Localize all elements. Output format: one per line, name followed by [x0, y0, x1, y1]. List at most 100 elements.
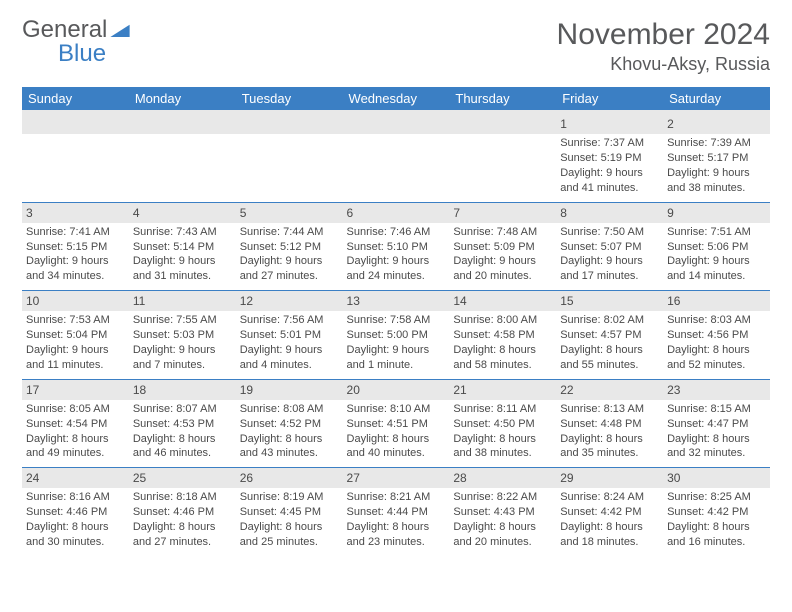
day-number: 26	[236, 468, 343, 488]
sunset-text: Sunset: 5:03 PM	[133, 328, 232, 343]
day-number: 21	[449, 380, 556, 400]
day-cell: 29Sunrise: 8:24 AMSunset: 4:42 PMDayligh…	[556, 468, 663, 556]
sunrise-text: Sunrise: 7:55 AM	[133, 313, 232, 328]
day-cell: 7Sunrise: 7:48 AMSunset: 5:09 PMDaylight…	[449, 202, 556, 291]
day-cell: 3 Sunrise: 7:41 AMSunset: 5:15 PMDaylight…	[22, 202, 129, 291]
daylight-text: Daylight: 8 hours and 40 minutes.	[347, 432, 446, 462]
calendar-body: 1Sunrise: 7:37 AMSunset: 5:19 PMDaylight…	[22, 110, 770, 556]
sunrise-text: Sunrise: 7:56 AM	[240, 313, 339, 328]
col-wednesday: Wednesday	[343, 87, 450, 110]
day-number: 22	[556, 380, 663, 400]
day-cell: 27Sunrise: 8:21 AMSunset: 4:44 PMDayligh…	[343, 468, 450, 556]
month-title: November 2024	[557, 18, 770, 52]
sunset-text: Sunset: 5:15 PM	[26, 240, 125, 255]
day-number: 19	[236, 380, 343, 400]
sunset-text: Sunset: 5:10 PM	[347, 240, 446, 255]
sunrise-text: Sunrise: 8:15 AM	[667, 402, 766, 417]
day-cell: 24Sunrise: 8:16 AMSunset: 4:46 PMDayligh…	[22, 468, 129, 556]
sunrise-text: Sunrise: 8:25 AM	[667, 490, 766, 505]
header: GeneralBlue November 2024 Khovu-Aksy, Ru…	[22, 18, 770, 75]
sunrise-text: Sunrise: 8:00 AM	[453, 313, 552, 328]
day-cell	[236, 114, 343, 202]
day-number-empty	[129, 114, 236, 134]
day-cell: 21Sunrise: 8:11 AMSunset: 4:50 PMDayligh…	[449, 379, 556, 468]
day-cell: 20Sunrise: 8:10 AMSunset: 4:51 PMDayligh…	[343, 379, 450, 468]
day-number: 27	[343, 468, 450, 488]
sunrise-text: Sunrise: 7:43 AM	[133, 225, 232, 240]
day-number: 20	[343, 380, 450, 400]
daylight-text: Daylight: 8 hours and 30 minutes.	[26, 520, 125, 550]
sunrise-text: Sunrise: 7:41 AM	[26, 225, 125, 240]
day-number: 10	[22, 291, 129, 311]
day-cell: 10Sunrise: 7:53 AMSunset: 5:04 PMDayligh…	[22, 291, 129, 380]
day-header-row: Sunday Monday Tuesday Wednesday Thursday…	[22, 87, 770, 110]
daylight-text: Daylight: 9 hours and 7 minutes.	[133, 343, 232, 373]
daylight-text: Daylight: 8 hours and 18 minutes.	[560, 520, 659, 550]
day-cell: 30Sunrise: 8:25 AMSunset: 4:42 PMDayligh…	[663, 468, 770, 556]
day-cell	[22, 114, 129, 202]
sunset-text: Sunset: 5:01 PM	[240, 328, 339, 343]
sunset-text: Sunset: 4:52 PM	[240, 417, 339, 432]
daylight-text: Daylight: 8 hours and 52 minutes.	[667, 343, 766, 373]
daylight-text: Daylight: 8 hours and 23 minutes.	[347, 520, 446, 550]
day-cell: 2 Sunrise: 7:39 AMSunset: 5:17 PMDaylight…	[663, 114, 770, 202]
sunset-text: Sunset: 4:46 PM	[133, 505, 232, 520]
brand-part2: Blue	[58, 40, 106, 67]
sunrise-text: Sunrise: 8:19 AM	[240, 490, 339, 505]
sunrise-text: Sunrise: 7:39 AM	[667, 136, 766, 151]
day-number: 7	[449, 203, 556, 223]
day-cell: 8Sunrise: 7:50 AMSunset: 5:07 PMDaylight…	[556, 202, 663, 291]
brand-triangle-icon	[110, 18, 130, 42]
sunrise-text: Sunrise: 8:22 AM	[453, 490, 552, 505]
sunrise-text: Sunrise: 8:03 AM	[667, 313, 766, 328]
sunset-text: Sunset: 4:58 PM	[453, 328, 552, 343]
sunrise-text: Sunrise: 7:58 AM	[347, 313, 446, 328]
col-monday: Monday	[129, 87, 236, 110]
daylight-text: Daylight: 9 hours and 31 minutes.	[133, 254, 232, 284]
daylight-text: Daylight: 8 hours and 38 minutes.	[453, 432, 552, 462]
daylight-text: Daylight: 8 hours and 32 minutes.	[667, 432, 766, 462]
day-cell: 19Sunrise: 8:08 AMSunset: 4:52 PMDayligh…	[236, 379, 343, 468]
week-row: 3Sunrise: 7:41 AMSunset: 5:15 PMDaylight…	[22, 202, 770, 291]
sunrise-text: Sunrise: 7:37 AM	[560, 136, 659, 151]
daylight-text: Daylight: 9 hours and 1 minute.	[347, 343, 446, 373]
daylight-text: Daylight: 9 hours and 41 minutes.	[560, 166, 659, 196]
col-tuesday: Tuesday	[236, 87, 343, 110]
sunrise-text: Sunrise: 8:02 AM	[560, 313, 659, 328]
sunset-text: Sunset: 5:17 PM	[667, 151, 766, 166]
day-cell: 6Sunrise: 7:46 AMSunset: 5:10 PMDaylight…	[343, 202, 450, 291]
daylight-text: Daylight: 8 hours and 49 minutes.	[26, 432, 125, 462]
sunset-text: Sunset: 4:57 PM	[560, 328, 659, 343]
daylight-text: Daylight: 9 hours and 14 minutes.	[667, 254, 766, 284]
daylight-text: Daylight: 8 hours and 25 minutes.	[240, 520, 339, 550]
day-number: 17	[22, 380, 129, 400]
day-number: 1	[556, 114, 663, 134]
sunset-text: Sunset: 4:50 PM	[453, 417, 552, 432]
day-number-empty	[343, 114, 450, 134]
day-cell: 14Sunrise: 8:00 AMSunset: 4:58 PMDayligh…	[449, 291, 556, 380]
day-number: 11	[129, 291, 236, 311]
day-number: 15	[556, 291, 663, 311]
sunset-text: Sunset: 5:12 PM	[240, 240, 339, 255]
location: Khovu-Aksy, Russia	[557, 54, 770, 75]
day-number: 2	[663, 114, 770, 134]
sunset-text: Sunset: 4:48 PM	[560, 417, 659, 432]
day-cell: 9Sunrise: 7:51 AMSunset: 5:06 PMDaylight…	[663, 202, 770, 291]
day-cell: 26Sunrise: 8:19 AMSunset: 4:45 PMDayligh…	[236, 468, 343, 556]
daylight-text: Daylight: 8 hours and 16 minutes.	[667, 520, 766, 550]
sunset-text: Sunset: 5:06 PM	[667, 240, 766, 255]
daylight-text: Daylight: 9 hours and 34 minutes.	[26, 254, 125, 284]
sunrise-text: Sunrise: 8:10 AM	[347, 402, 446, 417]
day-number: 3	[22, 203, 129, 223]
day-number: 30	[663, 468, 770, 488]
title-block: November 2024 Khovu-Aksy, Russia	[557, 18, 770, 75]
sunrise-text: Sunrise: 8:13 AM	[560, 402, 659, 417]
day-number: 28	[449, 468, 556, 488]
daylight-text: Daylight: 9 hours and 4 minutes.	[240, 343, 339, 373]
calendar-container: GeneralBlue November 2024 Khovu-Aksy, Ru…	[0, 0, 792, 574]
daylight-text: Daylight: 9 hours and 38 minutes.	[667, 166, 766, 196]
sunrise-text: Sunrise: 8:05 AM	[26, 402, 125, 417]
day-number: 6	[343, 203, 450, 223]
daylight-text: Daylight: 9 hours and 20 minutes.	[453, 254, 552, 284]
sunset-text: Sunset: 5:19 PM	[560, 151, 659, 166]
